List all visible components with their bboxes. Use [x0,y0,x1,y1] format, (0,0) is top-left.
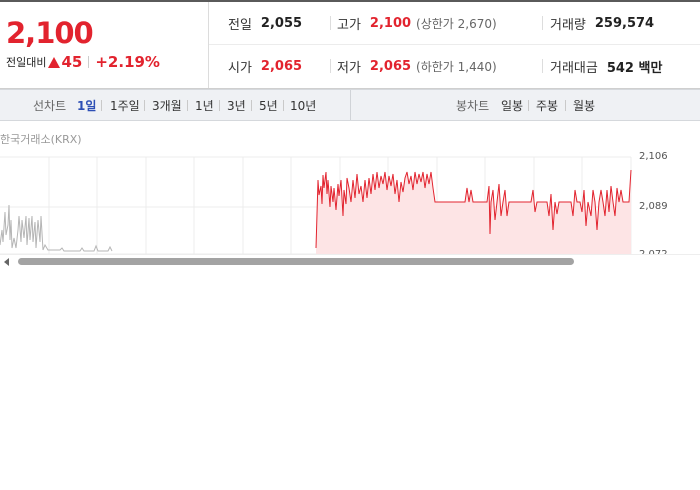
high-label: 고가 [337,17,361,33]
open-label: 시가 [228,60,252,76]
stats-row-2: 시가 2,065 저가 2,065 (하한가 1,440) 거래대금 542 백… [209,45,700,87]
tab-1-day[interactable]: 1일 [77,99,97,113]
top-border [0,0,700,2]
volume-label: 거래량 [550,17,586,33]
high-value: 2,100 [369,15,412,31]
low-value: 2,065 [369,58,412,74]
today-price-line [315,169,632,249]
tab-divider [283,100,284,111]
tab-3-years[interactable]: 3년 [227,99,246,113]
stats-row-1: 전일 2,055 고가 2,100 (상한가 2,670) 거래량 259,57… [209,2,700,45]
tab-3-months[interactable]: 3개월 [152,99,182,113]
prev-close-cell: 전일 2,055 [228,2,302,44]
tab-5-years[interactable]: 5년 [259,99,278,113]
quote-panel: 2,100 전일대비 45 +2.19% 전일 2,055 고가 2,100 (… [0,2,700,89]
scrollbar-thumb[interactable] [18,258,574,265]
intraday-price-chart: 2,106 2,089 2,072 [0,150,700,255]
line-chart-label: 선차트 [33,99,67,113]
tab-divider [219,100,220,111]
amount-value: 542 백만 [606,60,663,76]
tab-divider [187,100,188,111]
tab-10-years[interactable]: 10년 [290,99,317,113]
today-area-fill [316,170,631,254]
tab-divider [144,100,145,111]
prev-close-label: 전일 [228,17,252,33]
change-value: 45 [61,53,83,71]
y-tick-label: 2,106 [639,151,668,162]
stats-divider [330,16,331,30]
tab-divider [565,100,566,111]
tab-divider [101,100,102,111]
change-label: 전일대비 [6,56,47,69]
tab-divider [528,100,529,111]
stats-divider [330,59,331,73]
tab-weekly-candle[interactable]: 주봉 [536,99,559,113]
previous-day-line [0,204,113,252]
high-cell: 고가 2,100 (상한가 2,670) [337,2,497,44]
open-value: 2,065 [260,58,303,74]
change-percent: +2.19% [95,53,160,71]
stats-divider [542,59,543,73]
price-chart-svg [0,156,632,255]
amount-label: 거래대금 [550,60,598,76]
stats-divider [542,16,543,30]
chart-horizontal-scrollbar[interactable] [0,254,700,268]
low-cell: 저가 2,065 (하한가 1,440) [337,45,497,87]
low-label: 저가 [337,60,361,76]
tab-divider [251,100,252,111]
scroll-left-arrow-icon[interactable] [4,258,9,266]
stats-grid: 전일 2,055 고가 2,100 (상한가 2,670) 거래량 259,57… [209,2,700,88]
price-box: 2,100 전일대비 45 +2.19% [0,2,209,88]
exchange-label: 한국거래소(KRX) [0,133,82,146]
tab-1-week[interactable]: 1주일 [110,99,140,113]
current-price: 2,100 [6,16,94,50]
tab-monthly-candle[interactable]: 월봉 [573,99,596,113]
amount-cell: 거래대금 542 백만 [550,45,662,87]
tab-group-divider [350,90,351,120]
volume-cell: 거래량 259,574 [550,2,654,44]
candle-chart-label: 봉차트 [456,99,490,113]
y-tick-label: 2,089 [639,201,668,212]
open-cell: 시가 2,065 [228,45,302,87]
up-triangle-icon [48,56,61,68]
prev-close-value: 2,055 [260,15,303,31]
volume-value: 259,574 [594,15,655,31]
y-tick-label: 2,072 [639,249,668,254]
chart-tab-bar: 선차트 1일 1주일 3개월 1년 3년 5년 10년 봉차트 일봉 주봉 월봉 [0,89,700,121]
tab-1-year[interactable]: 1년 [195,99,214,113]
upper-limit: (상한가 2,670) [416,16,497,31]
tab-daily-candle[interactable]: 일봉 [501,99,524,113]
change-divider [88,56,90,68]
lower-limit: (하한가 1,440) [416,59,497,74]
change-row: 전일대비 45 +2.19% [6,53,160,71]
